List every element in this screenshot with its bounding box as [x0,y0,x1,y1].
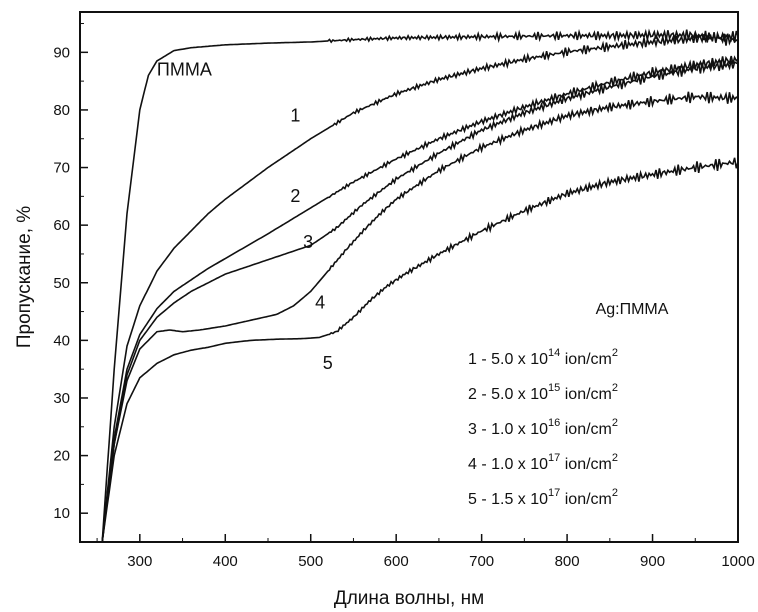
x-tick-label: 600 [384,553,409,570]
legend-entry-1: 1 - 5.0 x 1014 ion/cm2 [468,347,618,368]
legend: Ag:ПММА 1 - 5.0 x 1014 ion/cm2 2 - 5.0 x 1… [468,301,669,508]
y-tick-label: 90 [53,44,70,61]
y-tick-label: 10 [53,505,70,522]
curve-label: 3 [303,232,313,252]
y-tick-label: 30 [53,390,70,407]
axis-ticks: 300 400 500 600 700 800 900 1000 10 20 30 40 50 60 70 8… [53,23,755,570]
curve-labels: ПММА 1 2 3 4 5 [157,59,333,373]
legend-entry-3: 3 - 1.0 x 1016 ion/cm2 [468,417,618,438]
legend-title: Ag:ПММА [596,301,669,318]
x-tick-label: 300 [127,553,152,570]
x-tick-label: 500 [298,553,323,570]
y-tick-label: 50 [53,275,70,292]
series-line-2 [101,55,739,543]
x-tick-label: 400 [213,553,238,570]
x-tick-label: 800 [555,553,580,570]
curve-label: 5 [323,353,333,373]
y-tick-label: 60 [53,217,70,234]
curve-label: 2 [290,186,300,206]
curve-label: 4 [315,293,325,313]
y-tick-label: 40 [53,332,70,349]
series-line-1 [101,30,739,543]
plot-curves [101,28,739,543]
legend-entry-2: 2 - 5.0 x 1015 ion/cm2 [468,382,618,403]
series-line-4 [101,91,739,543]
x-tick-label: 700 [469,553,494,570]
series-line-5 [101,157,739,543]
x-tick-label: 1000 [721,553,754,570]
y-tick-label: 20 [53,448,70,465]
y-axis-label: Пропускание, % [14,206,35,348]
y-tick-label: 80 [53,102,70,119]
curve-label: 1 [290,105,300,125]
series-line-3 [101,60,739,543]
legend-entry-5: 5 - 1.5 x 1017 ion/cm2 [468,487,618,508]
plot-frame [79,11,739,543]
legend-entry-4: 4 - 1.0 x 1017 ion/cm2 [468,452,618,473]
series-line-pmma [101,28,739,543]
x-tick-label: 900 [640,553,665,570]
curve-label: ПММА [157,59,212,79]
y-tick-label: 70 [53,160,70,177]
x-axis-label: Длина волны, нм [334,588,484,609]
